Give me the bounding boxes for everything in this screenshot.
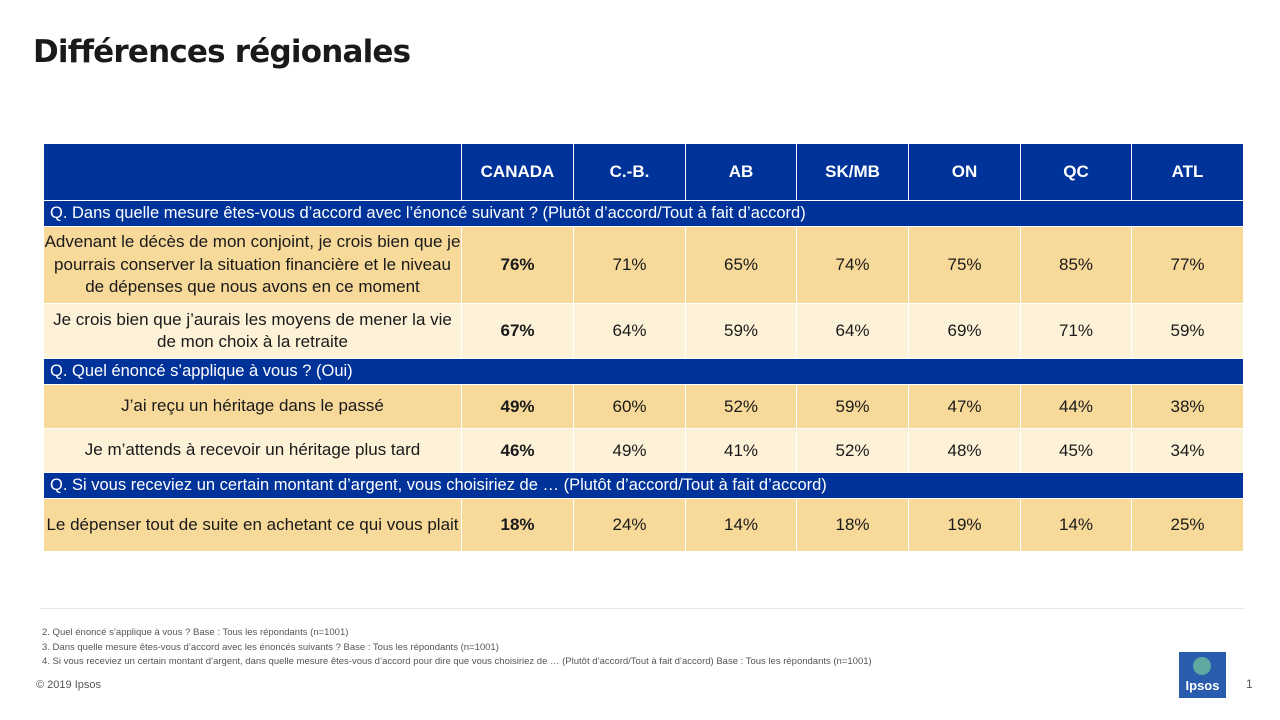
row-label: Je crois bien que j’aurais les moyens de… — [43, 303, 462, 359]
table-row: Le dépenser tout de suite en achetant ce… — [43, 498, 1244, 552]
value-cell: 49% — [573, 428, 686, 473]
value-cell: 59% — [685, 303, 797, 359]
column-header-qc: QC — [1020, 143, 1132, 201]
value-cell-canada: 67% — [461, 303, 574, 359]
header-corner-cell — [43, 143, 462, 201]
row-label: J’ai reçu un héritage dans le passé — [43, 384, 462, 429]
column-header-atl: ATL — [1131, 143, 1244, 201]
value-cell-canada: 46% — [461, 428, 574, 473]
value-cell: 45% — [1020, 428, 1132, 473]
question-text: Q. Quel énoncé s’applique à vous ? (Oui) — [43, 358, 1244, 385]
value-cell: 71% — [573, 226, 686, 304]
footnote: 3. Dans quelle mesure êtes-vous d’accord… — [42, 641, 499, 653]
footer-divider — [40, 608, 1245, 609]
page-title: Différences régionales — [33, 34, 411, 70]
value-cell: 41% — [685, 428, 797, 473]
results-table: CANADA C.-B. AB SK/MB ON QC ATL Q. Dans … — [43, 143, 1244, 552]
logo-mark-icon — [1193, 657, 1211, 675]
question-row: Q. Quel énoncé s’applique à vous ? (Oui) — [43, 358, 1244, 385]
column-header-skmb: SK/MB — [796, 143, 909, 201]
row-label: Advenant le décès de mon conjoint, je cr… — [43, 226, 462, 304]
table-row: Advenant le décès de mon conjoint, je cr… — [43, 226, 1244, 304]
value-cell: 44% — [1020, 384, 1132, 429]
value-cell-canada: 18% — [461, 498, 574, 552]
value-cell: 59% — [796, 384, 909, 429]
value-cell: 74% — [796, 226, 909, 304]
value-cell: 64% — [573, 303, 686, 359]
column-header-canada: CANADA — [461, 143, 574, 201]
value-cell: 14% — [1020, 498, 1132, 552]
copyright-text: © 2019 Ipsos — [36, 679, 101, 691]
table-row: Je crois bien que j’aurais les moyens de… — [43, 303, 1244, 359]
value-cell: 52% — [796, 428, 909, 473]
column-header-on: ON — [908, 143, 1021, 201]
question-text: Q. Si vous receviez un certain montant d… — [43, 472, 1244, 499]
footnote: 4. Si vous receviez un certain montant d… — [42, 656, 872, 667]
value-cell: 64% — [796, 303, 909, 359]
row-label: Je m’attends à recevoir un héritage plus… — [43, 428, 462, 473]
question-row: Q. Dans quelle mesure êtes-vous d’accord… — [43, 200, 1244, 227]
value-cell: 71% — [1020, 303, 1132, 359]
table-row: J’ai reçu un héritage dans le passé 49% … — [43, 384, 1244, 429]
value-cell: 24% — [573, 498, 686, 552]
logo-text: Ipsos — [1185, 678, 1220, 693]
column-header-ab: AB — [685, 143, 797, 201]
value-cell: 77% — [1131, 226, 1244, 304]
value-cell: 18% — [796, 498, 909, 552]
value-cell: 59% — [1131, 303, 1244, 359]
column-header-cb: C.-B. — [573, 143, 686, 201]
page-number: 1 — [1246, 677, 1253, 691]
value-cell: 85% — [1020, 226, 1132, 304]
value-cell: 65% — [685, 226, 797, 304]
value-cell: 19% — [908, 498, 1021, 552]
value-cell-canada: 49% — [461, 384, 574, 429]
value-cell: 75% — [908, 226, 1021, 304]
ipsos-logo: Ipsos — [1179, 652, 1226, 698]
footnote: 2. Quel énoncé s’applique à vous ? Base … — [42, 627, 349, 638]
value-cell: 60% — [573, 384, 686, 429]
value-cell: 34% — [1131, 428, 1244, 473]
row-label: Le dépenser tout de suite en achetant ce… — [43, 498, 462, 552]
footnotes: 2. Quel énoncé s’applique à vous ? Base … — [42, 626, 872, 670]
table-row: Je m’attends à recevoir un héritage plus… — [43, 428, 1244, 473]
value-cell: 25% — [1131, 498, 1244, 552]
value-cell: 47% — [908, 384, 1021, 429]
question-text: Q. Dans quelle mesure êtes-vous d’accord… — [43, 200, 1244, 227]
value-cell: 38% — [1131, 384, 1244, 429]
value-cell: 52% — [685, 384, 797, 429]
value-cell-canada: 76% — [461, 226, 574, 304]
table-header-row: CANADA C.-B. AB SK/MB ON QC ATL — [43, 143, 1244, 201]
value-cell: 48% — [908, 428, 1021, 473]
value-cell: 14% — [685, 498, 797, 552]
question-row: Q. Si vous receviez un certain montant d… — [43, 472, 1244, 499]
value-cell: 69% — [908, 303, 1021, 359]
